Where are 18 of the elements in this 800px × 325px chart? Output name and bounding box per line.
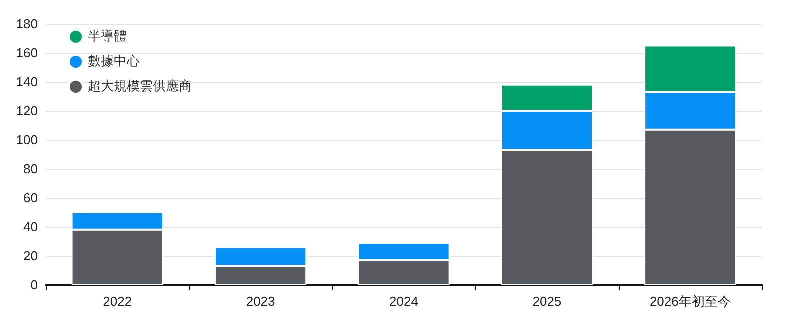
y-tick-label: 180 [16,16,38,32]
x-tick-label: 2025 [532,294,562,309]
legend-label: 超大規模雲供應商 [88,80,192,94]
y-tick-label: 100 [16,132,38,148]
legend-label: 半導體 [88,30,127,44]
x-tick-label: 2024 [390,294,418,309]
y-tick-label: 160 [16,46,38,60]
y-tick-label: 0 [30,278,38,292]
legend-label: 數據中心 [88,54,140,70]
x-tick-label: 2022 [103,294,132,309]
x-tick-label: 2023 [246,294,276,309]
y-tick-label: 80 [24,162,38,176]
y-tick-label: 120 [16,104,38,118]
x-tick-label: 2026年初至今 [650,294,731,309]
y-tick-label: 60 [24,190,38,206]
y-tick-label: 140 [16,74,38,90]
y-tick-label: 40 [24,220,38,234]
y-tick-label: 20 [24,248,38,264]
